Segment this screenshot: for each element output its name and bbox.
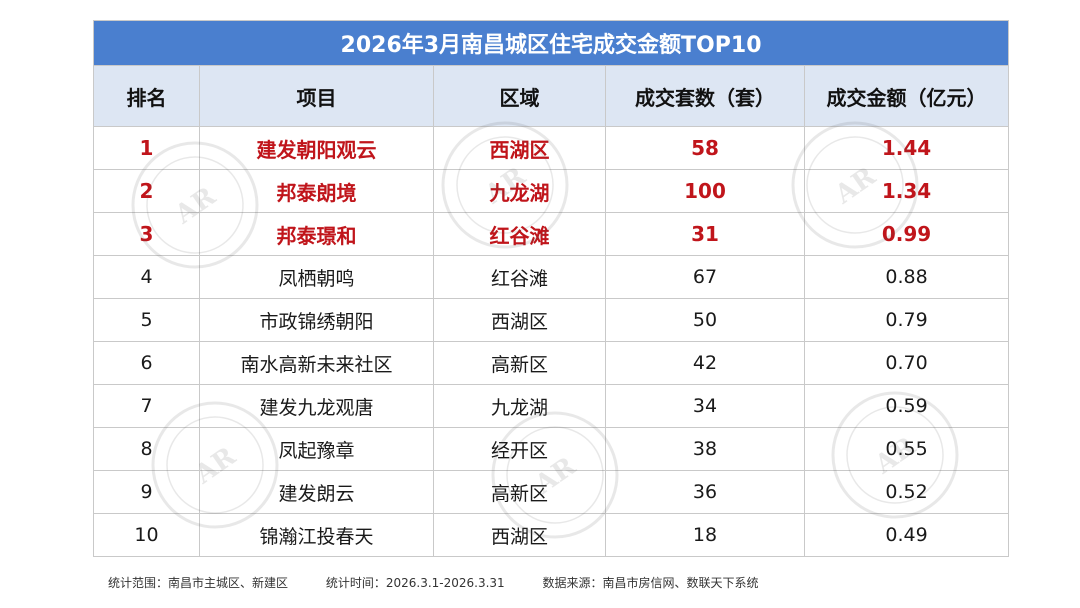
district-cell: 西湖区 (433, 126, 606, 170)
amount-cell: 0.59 (803, 384, 1010, 428)
rank-cell: 6 (93, 341, 200, 385)
rank-cell: 7 (93, 384, 200, 428)
units-cell: 50 (605, 298, 805, 342)
rank-cell: 1 (93, 126, 200, 170)
units-cell: 100 (605, 169, 805, 213)
district-cell: 红谷滩 (433, 255, 606, 299)
rank-cell: 5 (93, 298, 200, 342)
units-cell: 18 (605, 513, 805, 557)
project-cell: 建发九龙观唐 (199, 384, 434, 428)
project-cell: 南水高新未来社区 (199, 341, 434, 385)
units-cell: 58 (605, 126, 805, 170)
table-row: 9 建发朗云 高新区 36 0.52 (93, 470, 1010, 514)
amount-cell: 0.79 (803, 298, 1010, 342)
table-row: 2 邦泰朗境 九龙湖 100 1.34 (93, 169, 1010, 213)
district-cell: 九龙湖 (433, 384, 606, 428)
units-cell: 38 (605, 427, 805, 471)
amount-cell: 0.52 (803, 470, 1010, 514)
district-cell: 九龙湖 (433, 169, 606, 213)
units-cell: 34 (605, 384, 805, 428)
header-project: 项目 (199, 65, 434, 127)
amount-cell: 0.88 (803, 255, 1010, 299)
footnote: 统计范围：南昌市主城区、新建区 统计时间：2026.3.1-2026.3.31 … (108, 574, 793, 591)
project-cell: 凤栖朝鸣 (199, 255, 434, 299)
table-row: 7 建发九龙观唐 九龙湖 34 0.59 (93, 384, 1010, 428)
amount-cell: 1.44 (803, 126, 1010, 170)
table-row: 3 邦泰璟和 红谷滩 31 0.99 (93, 212, 1010, 256)
footnote-scope: 统计范围：南昌市主城区、新建区 (108, 576, 289, 590)
amount-cell: 0.55 (803, 427, 1010, 471)
rank-cell: 2 (93, 169, 200, 213)
rank-cell: 10 (93, 513, 200, 557)
units-cell: 36 (605, 470, 805, 514)
project-cell: 锦瀚江投春天 (199, 513, 434, 557)
district-cell: 西湖区 (433, 298, 606, 342)
table-row: 10 锦瀚江投春天 西湖区 18 0.49 (93, 513, 1010, 557)
project-cell: 建发朝阳观云 (199, 126, 434, 170)
table-row: 5 市政锦绣朝阳 西湖区 50 0.79 (93, 298, 1010, 342)
district-cell: 经开区 (433, 427, 606, 471)
amount-cell: 0.70 (803, 341, 1010, 385)
header-district: 区域 (433, 65, 606, 127)
units-cell: 31 (605, 212, 805, 256)
district-cell: 高新区 (433, 470, 606, 514)
table-row: 4 凤栖朝鸣 红谷滩 67 0.88 (93, 255, 1010, 299)
ranking-table: 2026年3月南昌城区住宅成交金额TOP10 排名 项目 区域 成交套数（套） … (92, 20, 1010, 557)
header-rank: 排名 (93, 65, 200, 127)
units-cell: 67 (605, 255, 805, 299)
table-title-row: 2026年3月南昌城区住宅成交金额TOP10 (92, 20, 1010, 66)
table-row: 8 凤起豫章 经开区 38 0.55 (93, 427, 1010, 471)
project-cell: 凤起豫章 (199, 427, 434, 471)
header-units: 成交套数（套） (605, 65, 805, 127)
project-cell: 邦泰璟和 (199, 212, 434, 256)
district-cell: 西湖区 (433, 513, 606, 557)
district-cell: 红谷滩 (433, 212, 606, 256)
project-cell: 建发朗云 (199, 470, 434, 514)
footnote-period: 统计时间：2026.3.1-2026.3.31 (325, 576, 505, 590)
amount-cell: 0.99 (803, 212, 1010, 256)
rank-cell: 4 (93, 255, 200, 299)
footnote-source: 数据来源：南昌市房信网、数联天下系统 (542, 576, 759, 590)
units-cell: 42 (605, 341, 805, 385)
ranking-table-container: 2026年3月南昌城区住宅成交金额TOP10 排名 项目 区域 成交套数（套） … (92, 20, 1010, 557)
table-title: 2026年3月南昌城区住宅成交金额TOP10 (92, 20, 1010, 66)
rank-cell: 8 (93, 427, 200, 471)
header-amount: 成交金额（亿元） (803, 65, 1010, 127)
project-cell: 市政锦绣朝阳 (199, 298, 434, 342)
table-header-row: 排名 项目 区域 成交套数（套） 成交金额（亿元） (93, 65, 1010, 127)
rank-cell: 3 (93, 212, 200, 256)
rank-cell: 9 (93, 470, 200, 514)
table-row: 6 南水高新未来社区 高新区 42 0.70 (93, 341, 1010, 385)
amount-cell: 1.34 (803, 169, 1010, 213)
table-row: 1 建发朝阳观云 西湖区 58 1.44 (93, 126, 1010, 170)
amount-cell: 0.49 (803, 513, 1010, 557)
project-cell: 邦泰朗境 (199, 169, 434, 213)
district-cell: 高新区 (433, 341, 606, 385)
